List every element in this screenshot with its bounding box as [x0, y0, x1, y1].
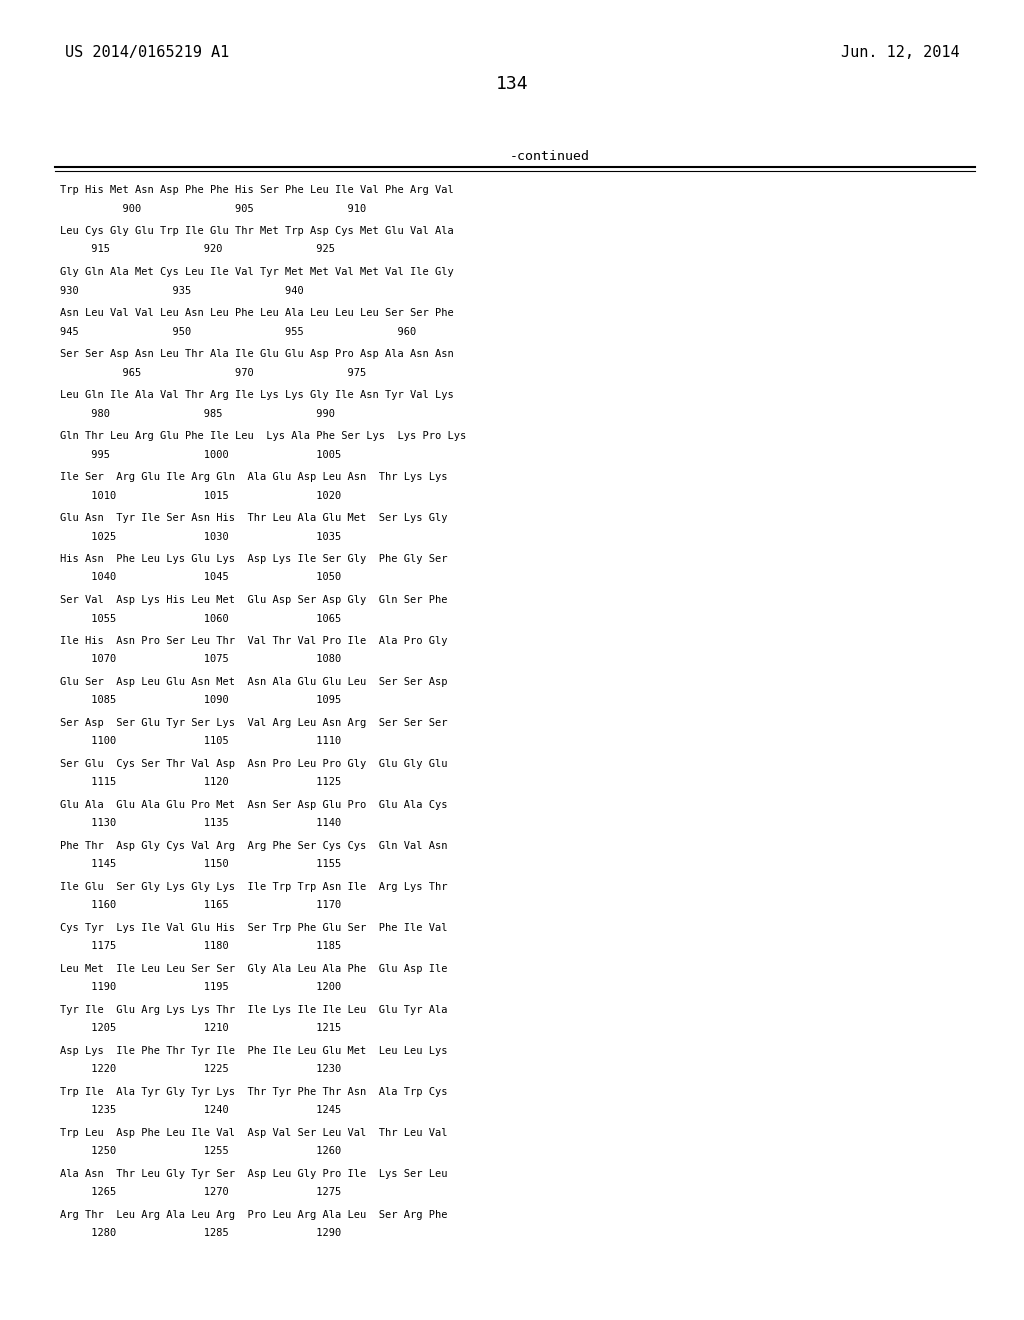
Text: Trp Ile  Ala Tyr Gly Tyr Lys  Thr Tyr Phe Thr Asn  Ala Trp Cys: Trp Ile Ala Tyr Gly Tyr Lys Thr Tyr Phe …	[60, 1086, 447, 1097]
Text: 1160              1165              1170: 1160 1165 1170	[60, 900, 341, 911]
Text: 1130              1135              1140: 1130 1135 1140	[60, 818, 341, 829]
Text: Ile Ser  Arg Glu Ile Arg Gln  Ala Glu Asp Leu Asn  Thr Lys Lys: Ile Ser Arg Glu Ile Arg Gln Ala Glu Asp …	[60, 473, 447, 482]
Text: Glu Ser  Asp Leu Glu Asn Met  Asn Ala Glu Glu Leu  Ser Ser Asp: Glu Ser Asp Leu Glu Asn Met Asn Ala Glu …	[60, 677, 447, 686]
Text: Ile Glu  Ser Gly Lys Gly Lys  Ile Trp Trp Asn Ile  Arg Lys Thr: Ile Glu Ser Gly Lys Gly Lys Ile Trp Trp …	[60, 882, 447, 892]
Text: 930               935               940: 930 935 940	[60, 285, 304, 296]
Text: Leu Gln Ile Ala Val Thr Arg Ile Lys Lys Gly Ile Asn Tyr Val Lys: Leu Gln Ile Ala Val Thr Arg Ile Lys Lys …	[60, 389, 454, 400]
Text: Trp Leu  Asp Phe Leu Ile Val  Asp Val Ser Leu Val  Thr Leu Val: Trp Leu Asp Phe Leu Ile Val Asp Val Ser …	[60, 1129, 447, 1138]
Text: Leu Met  Ile Leu Leu Ser Ser  Gly Ala Leu Ala Phe  Glu Asp Ile: Leu Met Ile Leu Leu Ser Ser Gly Ala Leu …	[60, 964, 447, 974]
Text: 1235              1240              1245: 1235 1240 1245	[60, 1105, 341, 1115]
Text: 1265              1270              1275: 1265 1270 1275	[60, 1188, 341, 1197]
Text: 980               985               990: 980 985 990	[60, 408, 335, 418]
Text: 1250              1255              1260: 1250 1255 1260	[60, 1147, 341, 1156]
Text: Gly Gln Ala Met Cys Leu Ile Val Tyr Met Met Val Met Val Ile Gly: Gly Gln Ala Met Cys Leu Ile Val Tyr Met …	[60, 267, 454, 277]
Text: 1100              1105              1110: 1100 1105 1110	[60, 737, 341, 747]
Text: 1085              1090              1095: 1085 1090 1095	[60, 696, 341, 705]
Text: 1055              1060              1065: 1055 1060 1065	[60, 614, 341, 623]
Text: 1025              1030              1035: 1025 1030 1035	[60, 532, 341, 541]
Text: 995               1000              1005: 995 1000 1005	[60, 450, 341, 459]
Text: Cys Tyr  Lys Ile Val Glu His  Ser Trp Phe Glu Ser  Phe Ile Val: Cys Tyr Lys Ile Val Glu His Ser Trp Phe …	[60, 923, 447, 933]
Text: Ala Asn  Thr Leu Gly Tyr Ser  Asp Leu Gly Pro Ile  Lys Ser Leu: Ala Asn Thr Leu Gly Tyr Ser Asp Leu Gly …	[60, 1170, 447, 1179]
Text: Arg Thr  Leu Arg Ala Leu Arg  Pro Leu Arg Ala Leu  Ser Arg Phe: Arg Thr Leu Arg Ala Leu Arg Pro Leu Arg …	[60, 1210, 447, 1220]
Text: 1115              1120              1125: 1115 1120 1125	[60, 777, 341, 788]
Text: 915               920               925: 915 920 925	[60, 244, 335, 255]
Text: 1205              1210              1215: 1205 1210 1215	[60, 1023, 341, 1034]
Text: 1040              1045              1050: 1040 1045 1050	[60, 573, 341, 582]
Text: US 2014/0165219 A1: US 2014/0165219 A1	[65, 45, 229, 59]
Text: 900               905               910: 900 905 910	[60, 203, 367, 214]
Text: Ser Asp  Ser Glu Tyr Ser Lys  Val Arg Leu Asn Arg  Ser Ser Ser: Ser Asp Ser Glu Tyr Ser Lys Val Arg Leu …	[60, 718, 447, 729]
Text: -continued: -continued	[510, 150, 590, 162]
Text: Phe Thr  Asp Gly Cys Val Arg  Arg Phe Ser Cys Cys  Gln Val Asn: Phe Thr Asp Gly Cys Val Arg Arg Phe Ser …	[60, 841, 447, 851]
Text: Asp Lys  Ile Phe Thr Tyr Ile  Phe Ile Leu Glu Met  Leu Leu Lys: Asp Lys Ile Phe Thr Tyr Ile Phe Ile Leu …	[60, 1045, 447, 1056]
Text: His Asn  Phe Leu Lys Glu Lys  Asp Lys Ile Ser Gly  Phe Gly Ser: His Asn Phe Leu Lys Glu Lys Asp Lys Ile …	[60, 554, 447, 564]
Text: 1190              1195              1200: 1190 1195 1200	[60, 982, 341, 993]
Text: 1280              1285              1290: 1280 1285 1290	[60, 1229, 341, 1238]
Text: Tyr Ile  Glu Arg Lys Lys Thr  Ile Lys Ile Ile Leu  Glu Tyr Ala: Tyr Ile Glu Arg Lys Lys Thr Ile Lys Ile …	[60, 1005, 447, 1015]
Text: Leu Cys Gly Glu Trp Ile Glu Thr Met Trp Asp Cys Met Glu Val Ala: Leu Cys Gly Glu Trp Ile Glu Thr Met Trp …	[60, 226, 454, 236]
Text: Ser Glu  Cys Ser Thr Val Asp  Asn Pro Leu Pro Gly  Glu Gly Glu: Ser Glu Cys Ser Thr Val Asp Asn Pro Leu …	[60, 759, 447, 770]
Text: Ser Ser Asp Asn Leu Thr Ala Ile Glu Glu Asp Pro Asp Ala Asn Asn: Ser Ser Asp Asn Leu Thr Ala Ile Glu Glu …	[60, 348, 454, 359]
Text: Gln Thr Leu Arg Glu Phe Ile Leu  Lys Ala Phe Ser Lys  Lys Pro Lys: Gln Thr Leu Arg Glu Phe Ile Leu Lys Ala …	[60, 432, 466, 441]
Text: Ile His  Asn Pro Ser Leu Thr  Val Thr Val Pro Ile  Ala Pro Gly: Ile His Asn Pro Ser Leu Thr Val Thr Val …	[60, 636, 447, 645]
Text: 1145              1150              1155: 1145 1150 1155	[60, 859, 341, 870]
Text: 945               950               955               960: 945 950 955 960	[60, 326, 416, 337]
Text: Glu Asn  Tyr Ile Ser Asn His  Thr Leu Ala Glu Met  Ser Lys Gly: Glu Asn Tyr Ile Ser Asn His Thr Leu Ala …	[60, 513, 447, 523]
Text: 1010              1015              1020: 1010 1015 1020	[60, 491, 341, 500]
Text: 965               970               975: 965 970 975	[60, 367, 367, 378]
Text: Trp His Met Asn Asp Phe Phe His Ser Phe Leu Ile Val Phe Arg Val: Trp His Met Asn Asp Phe Phe His Ser Phe …	[60, 185, 454, 195]
Text: 1220              1225              1230: 1220 1225 1230	[60, 1064, 341, 1074]
Text: Ser Val  Asp Lys His Leu Met  Glu Asp Ser Asp Gly  Gln Ser Phe: Ser Val Asp Lys His Leu Met Glu Asp Ser …	[60, 595, 447, 605]
Text: Glu Ala  Glu Ala Glu Pro Met  Asn Ser Asp Glu Pro  Glu Ala Cys: Glu Ala Glu Ala Glu Pro Met Asn Ser Asp …	[60, 800, 447, 810]
Text: Jun. 12, 2014: Jun. 12, 2014	[842, 45, 961, 59]
Text: 134: 134	[496, 75, 528, 92]
Text: Asn Leu Val Val Leu Asn Leu Phe Leu Ala Leu Leu Leu Ser Ser Phe: Asn Leu Val Val Leu Asn Leu Phe Leu Ala …	[60, 308, 454, 318]
Text: 1175              1180              1185: 1175 1180 1185	[60, 941, 341, 952]
Text: 1070              1075              1080: 1070 1075 1080	[60, 655, 341, 664]
